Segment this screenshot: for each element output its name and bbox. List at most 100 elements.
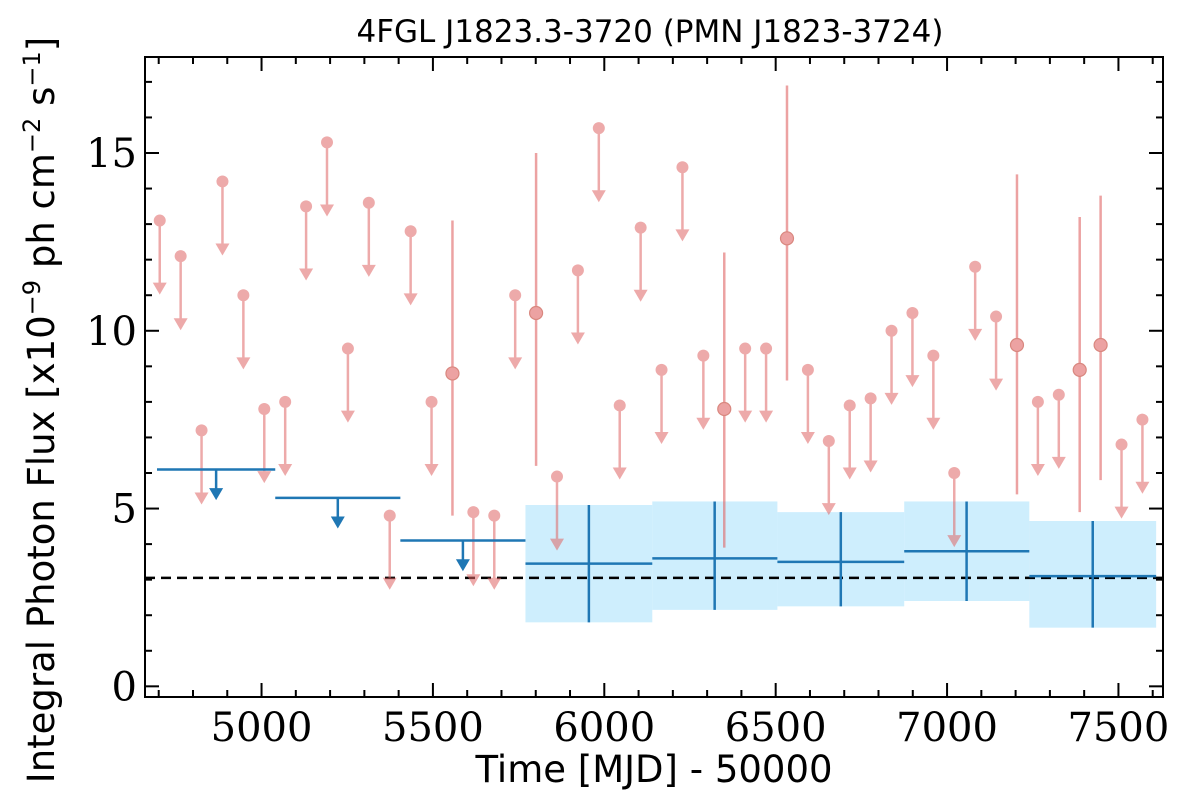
upper-limit-marker — [739, 342, 752, 355]
detection-point — [445, 366, 460, 381]
upper-limit-arrow — [382, 577, 397, 590]
short-bin-upper-limit — [842, 399, 857, 480]
short-bin-detection — [779, 85, 795, 381]
y-axis-label-main: Integral Photon Flux [x10 — [20, 315, 63, 783]
upper-limit-marker — [613, 399, 626, 412]
short-bin-upper-limit — [1051, 388, 1066, 469]
long-bin-upper-limit — [156, 468, 276, 501]
y-tick-label: 10 — [86, 309, 137, 355]
short-bin-upper-limit — [759, 342, 774, 423]
upper-limit-arrow — [1135, 481, 1150, 494]
short-bin-upper-limit — [1030, 395, 1045, 476]
upper-limit-marker — [697, 349, 710, 362]
upper-limit-marker — [321, 136, 334, 149]
upper-limit-arrow — [549, 538, 564, 551]
upper-limit-marker — [153, 214, 166, 227]
short-bin-upper-limit — [361, 196, 376, 277]
upper-limit-marker — [509, 289, 522, 302]
upper-limit-arrow — [361, 264, 376, 277]
upper-limit-marker — [341, 342, 354, 355]
upper-limit-arrow — [403, 293, 418, 306]
short-bin-upper-limit — [173, 250, 188, 331]
upper-limit-marker — [1136, 413, 1149, 426]
short-bin-upper-limit — [152, 214, 167, 295]
upper-limit-arrow — [633, 289, 648, 302]
upper-limit-arrow — [654, 432, 669, 444]
short-bin-upper-limit — [278, 395, 293, 476]
upper-limit-arrow — [340, 410, 355, 423]
upper-limit-marker — [1052, 388, 1065, 401]
short-bin-upper-limit — [403, 225, 418, 306]
y-axis-label-units-exp-b: −1 — [18, 51, 46, 86]
upper-limit-marker — [467, 506, 480, 519]
detection-point — [1072, 362, 1087, 377]
detection-point — [717, 401, 732, 417]
long-bin-detection — [652, 501, 778, 610]
upper-limit-marker — [948, 467, 961, 479]
upper-limit-marker — [634, 221, 647, 234]
x-tick-label: 7000 — [896, 705, 998, 751]
upper-limit-marker — [801, 363, 814, 376]
upper-limit-marker — [990, 310, 1003, 323]
upper-limit-arrow — [947, 535, 962, 548]
short-bin-detection — [445, 220, 460, 516]
y-axis-label-exp: −9 — [18, 280, 46, 315]
upper-limit-marker — [760, 342, 773, 355]
y-tick-label: 5 — [112, 487, 137, 533]
detection-point — [528, 305, 544, 321]
upper-limit-marker — [655, 363, 668, 376]
short-bin-upper-limit — [508, 289, 523, 370]
upper-limit-arrow — [278, 464, 293, 476]
upper-limit-arrow — [215, 243, 230, 256]
upper-limit-marker — [174, 250, 187, 263]
short-bin-upper-limit — [947, 467, 962, 548]
short-bin-detection — [1072, 217, 1087, 513]
upper-limit-marker — [843, 399, 856, 412]
upper-limit-arrow — [508, 357, 523, 370]
short-bin-upper-limit — [194, 424, 209, 505]
long-bin-arrow — [455, 559, 470, 572]
upper-limit-arrow — [968, 328, 983, 341]
upper-limit-arrow — [905, 375, 920, 388]
upper-limit-marker — [425, 395, 438, 408]
upper-limit-marker — [237, 289, 250, 302]
short-bin-upper-limit — [570, 264, 585, 345]
short-bin-detection — [1093, 195, 1108, 481]
short-bin-upper-limit — [633, 221, 648, 302]
y-tick-label: 0 — [112, 664, 137, 710]
upper-limit-arrow — [466, 574, 481, 587]
y-axis-label: Integral Photon Flux [x10−9 ph cm−2 s−1] — [18, 37, 63, 783]
upper-limit-marker — [1031, 395, 1044, 408]
upper-limit-marker — [1115, 438, 1128, 451]
upper-limit-arrow — [257, 471, 272, 484]
short-bin-upper-limit — [654, 363, 669, 444]
upper-limit-arrow — [738, 410, 753, 423]
upper-limit-arrow — [570, 332, 585, 345]
upper-limit-arrow — [759, 410, 774, 423]
short-bin-upper-limit — [1114, 438, 1129, 519]
upper-limit-marker — [383, 509, 396, 522]
upper-limit-arrow — [1051, 456, 1066, 469]
x-tick-label: 6500 — [725, 705, 827, 751]
upper-limit-arrow — [612, 467, 627, 480]
upper-limit-arrow — [299, 268, 314, 281]
short-bin-upper-limit — [466, 506, 481, 587]
upper-limit-marker — [488, 509, 501, 522]
long-bin-arrow — [209, 488, 224, 501]
short-bin-upper-limit — [1135, 413, 1150, 494]
short-bin-upper-limit — [675, 161, 690, 242]
short-bin-detection — [528, 153, 544, 466]
y-axis-label-units-a: ph cm — [20, 153, 63, 280]
upper-limit-marker — [300, 200, 313, 213]
short-bin-upper-limit — [738, 342, 753, 423]
upper-limit-marker — [279, 395, 292, 408]
plot-area — [145, 85, 1163, 628]
upper-limit-arrow — [884, 392, 899, 405]
upper-limit-marker — [822, 435, 835, 447]
y-axis-label-close: ] — [20, 37, 63, 51]
long-bin-detection — [525, 505, 653, 623]
upper-limit-arrow — [152, 282, 167, 295]
upper-limit-arrow — [487, 577, 502, 590]
upper-limit-marker — [592, 122, 605, 135]
